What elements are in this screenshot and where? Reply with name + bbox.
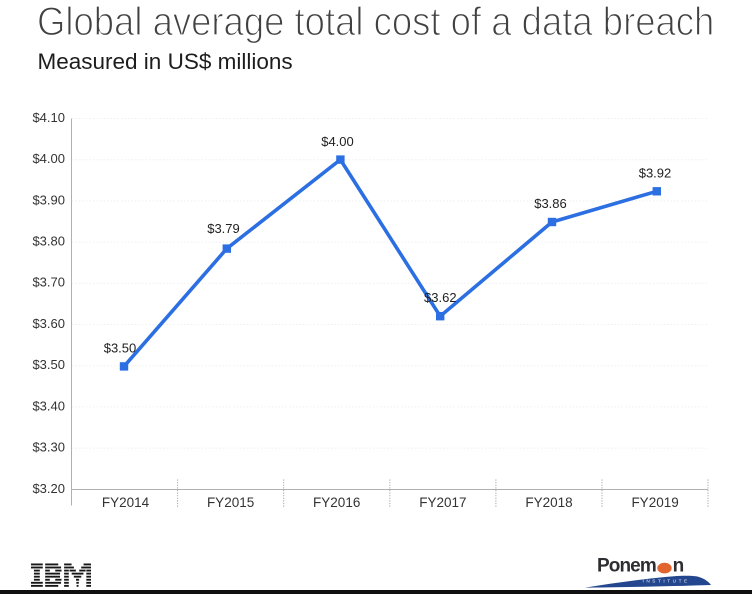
- svg-text:$3.50: $3.50: [104, 340, 137, 355]
- svg-text:$3.70: $3.70: [32, 275, 65, 290]
- svg-text:$3.92: $3.92: [639, 166, 672, 181]
- svg-text:n: n: [673, 556, 685, 577]
- svg-text:$3.86: $3.86: [534, 196, 567, 211]
- svg-text:$4.10: $4.10: [32, 110, 65, 125]
- svg-text:$4.00: $4.00: [321, 134, 354, 149]
- svg-text:FY2017: FY2017: [419, 495, 466, 510]
- svg-text:$3.80: $3.80: [32, 234, 65, 249]
- svg-text:Ponem: Ponem: [597, 556, 656, 577]
- svg-text:$3.79: $3.79: [207, 221, 240, 236]
- svg-text:$3.30: $3.30: [32, 440, 65, 455]
- svg-text:$3.20: $3.20: [32, 481, 65, 496]
- svg-text:INSTITUTE: INSTITUTE: [643, 578, 690, 583]
- svg-text:FY2019: FY2019: [631, 495, 678, 510]
- svg-text:FY2014: FY2014: [102, 495, 150, 510]
- svg-text:$4.00: $4.00: [32, 151, 65, 166]
- svg-text:FY2015: FY2015: [207, 495, 254, 510]
- svg-text:$3.62: $3.62: [424, 290, 457, 305]
- svg-text:$3.60: $3.60: [32, 316, 65, 331]
- svg-text:$3.90: $3.90: [32, 192, 65, 207]
- svg-text:$3.50: $3.50: [32, 357, 65, 372]
- svg-text:FY2018: FY2018: [525, 495, 572, 510]
- svg-text:$3.40: $3.40: [32, 398, 65, 413]
- svg-text:FY2016: FY2016: [313, 495, 360, 510]
